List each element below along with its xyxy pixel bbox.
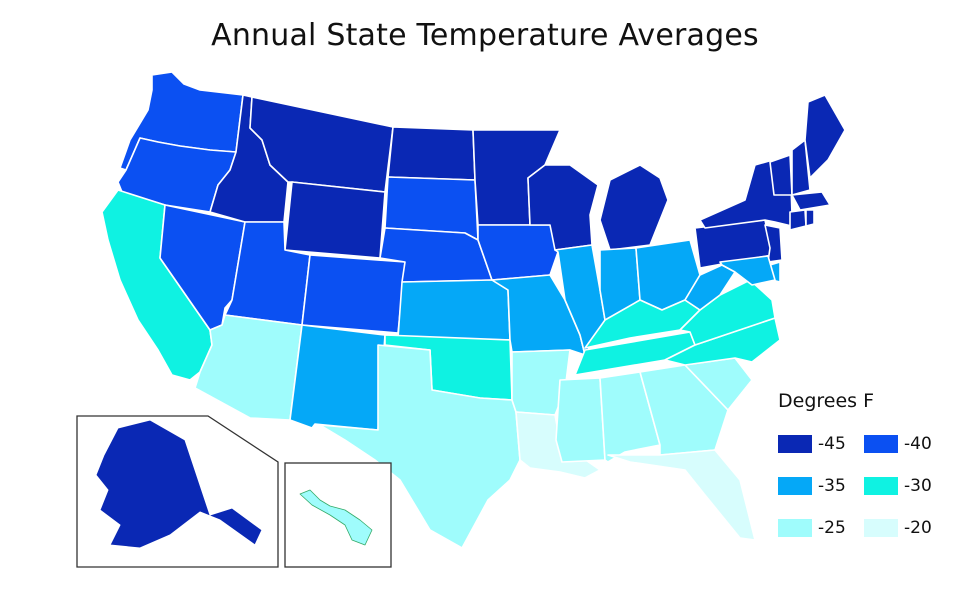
legend-item: -35 [778, 476, 864, 496]
state-ri [805, 209, 815, 227]
legend-swatch [864, 435, 898, 453]
legend-label: -35 [818, 476, 846, 496]
state-hi [299, 489, 373, 546]
legend-swatch [864, 519, 898, 537]
legend-title: Degrees F [778, 390, 875, 412]
map-title: Annual State Temperature Averages [211, 18, 759, 53]
state-ak [95, 419, 263, 549]
legend-swatch [864, 477, 898, 495]
legend-label: -45 [818, 434, 846, 454]
state-nh [791, 139, 811, 196]
state-ks [397, 279, 511, 341]
legend-item: -45 [778, 434, 864, 454]
state-nj [764, 224, 783, 263]
legend-item: -40 [864, 434, 950, 454]
legend-swatch [778, 477, 812, 495]
legend-item: -20 [864, 518, 950, 538]
state-md [719, 255, 776, 286]
state-ma [791, 191, 831, 211]
legend: Degrees F -45 -40 -35 -30 -25 -20 [778, 390, 953, 538]
state-mi [599, 164, 669, 251]
states-layer [101, 71, 846, 549]
legend-label: -25 [818, 518, 846, 538]
insets-shapes [95, 419, 373, 549]
state-co [301, 254, 406, 334]
legend-grid: -45 -40 -35 -30 -25 -20 [778, 434, 953, 538]
state-vt [769, 154, 793, 196]
state-ms [555, 377, 606, 463]
state-nd [387, 126, 476, 181]
state-ct [789, 209, 807, 231]
state-me [804, 94, 846, 179]
state-wy [284, 181, 386, 259]
state-mo [491, 274, 586, 356]
legend-label: -20 [904, 518, 932, 538]
state-nm [289, 324, 386, 431]
state-az [194, 314, 303, 421]
legend-swatch [778, 435, 812, 453]
legend-swatch [778, 519, 812, 537]
state-ia [477, 224, 559, 281]
state-tx [319, 344, 521, 549]
legend-label: -30 [904, 476, 932, 496]
state-fl [607, 449, 756, 541]
legend-label: -40 [904, 434, 932, 454]
legend-item: -30 [864, 476, 950, 496]
legend-item: -25 [778, 518, 864, 538]
state-wi [527, 164, 599, 251]
